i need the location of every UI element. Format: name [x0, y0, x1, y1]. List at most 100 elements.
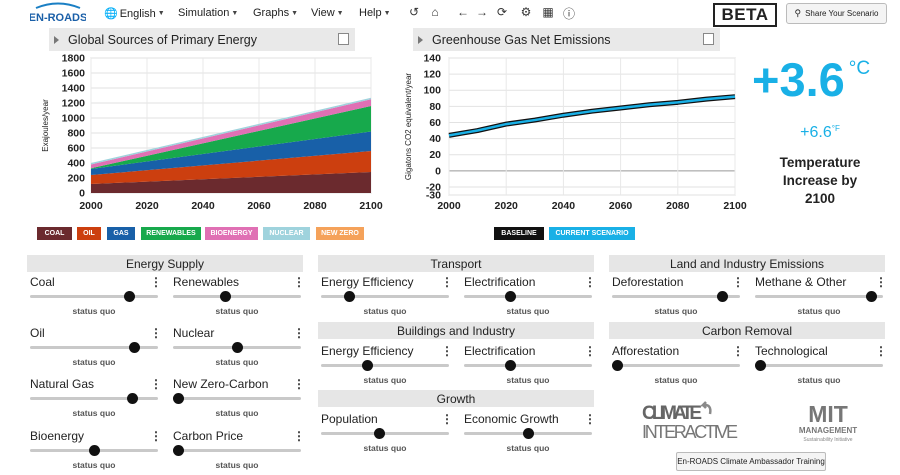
slider-track[interactable] — [464, 295, 592, 298]
more-options-icon[interactable]: ⋮ — [293, 377, 305, 391]
slider-afforestation[interactable]: Afforestation ⋮ status quo — [612, 344, 744, 385]
legend-renewables[interactable]: RENEWABLES — [141, 227, 201, 240]
status-quo-label: status quo — [215, 408, 259, 418]
slider-coal[interactable]: Coal ⋮ status quo — [30, 275, 162, 316]
slider-technological[interactable]: Technological ⋮ status quo — [755, 344, 887, 385]
slider-new-zero-carbon[interactable]: New Zero-Carbon ⋮ status quo — [173, 377, 305, 418]
slider-handle[interactable] — [612, 360, 623, 371]
slider-track[interactable] — [321, 295, 449, 298]
undo-icon[interactable]: ↺ — [408, 5, 420, 19]
more-options-icon[interactable]: ⋮ — [441, 412, 453, 426]
more-options-icon[interactable]: ⋮ — [584, 275, 596, 289]
slider-handle[interactable] — [220, 291, 231, 302]
more-options-icon[interactable]: ⋮ — [150, 275, 162, 289]
legend-coal[interactable]: COAL — [37, 227, 72, 240]
more-options-icon[interactable]: ⋮ — [875, 275, 887, 289]
slider-b-electrification[interactable]: Electrification ⋮ status quo — [464, 344, 596, 385]
slider-population[interactable]: Population ⋮ status quo — [321, 412, 453, 453]
more-options-icon[interactable]: ⋮ — [293, 429, 305, 443]
slider-track[interactable] — [30, 295, 158, 298]
more-options-icon[interactable]: ⋮ — [584, 412, 596, 426]
menu-language[interactable]: 🌐 English ▼ — [104, 7, 165, 21]
menu-view[interactable]: View ▼ — [311, 7, 344, 19]
menu-graphs[interactable]: Graphs ▼ — [253, 7, 298, 19]
slider-track[interactable] — [173, 295, 301, 298]
more-options-icon[interactable]: ⋮ — [441, 344, 453, 358]
legend-oil[interactable]: OIL — [77, 227, 101, 240]
slider-handle[interactable] — [173, 393, 184, 404]
more-options-icon[interactable]: ⋮ — [150, 377, 162, 391]
forward-icon[interactable]: → — [476, 5, 488, 19]
slider-track[interactable] — [173, 397, 301, 400]
home-icon[interactable]: ⌂ — [431, 5, 439, 19]
copy-icon[interactable] — [335, 33, 349, 48]
table-icon[interactable]: ▦ — [542, 5, 554, 19]
legend-nuclear[interactable]: NUCLEAR — [263, 227, 310, 240]
slider-handle[interactable] — [505, 360, 516, 371]
more-options-icon[interactable]: ⋮ — [875, 344, 887, 358]
slider-handle[interactable] — [523, 428, 534, 439]
copy-icon[interactable] — [700, 33, 714, 48]
energy-graph-header[interactable]: Global Sources of Primary Energy — [49, 28, 355, 51]
slider-handle[interactable] — [344, 291, 355, 302]
slider-oil[interactable]: Oil ⋮ status quo — [30, 326, 162, 367]
slider-handle[interactable] — [127, 393, 138, 404]
slider-handle[interactable] — [129, 342, 140, 353]
slider-bioenergy[interactable]: Bioenergy ⋮ status quo — [30, 429, 162, 470]
emissions-graph-header[interactable]: Greenhouse Gas Net Emissions — [413, 28, 720, 51]
legend-bioenergy[interactable]: BIOENERGY — [205, 227, 258, 240]
slider-track[interactable] — [30, 397, 158, 400]
slider-economic-growth[interactable]: Economic Growth ⋮ status quo — [464, 412, 596, 453]
ambassador-training-button[interactable]: En-ROADS Climate Ambassador Training — [676, 452, 826, 471]
slider-track[interactable] — [612, 295, 740, 298]
more-options-icon[interactable]: ⋮ — [150, 429, 162, 443]
more-options-icon[interactable]: ⋮ — [732, 275, 744, 289]
slider-deforestation[interactable]: Deforestation ⋮ status quo — [612, 275, 744, 316]
slider-handle[interactable] — [374, 428, 385, 439]
slider-b-efficiency[interactable]: Energy Efficiency ⋮ status quo — [321, 344, 453, 385]
slider-handle[interactable] — [124, 291, 135, 302]
refresh-icon[interactable]: ⟳ — [496, 5, 508, 19]
slider-handle[interactable] — [89, 445, 100, 456]
info-icon[interactable]: ⓘ — [562, 7, 575, 21]
more-options-icon[interactable]: ⋮ — [293, 326, 305, 340]
slider-track[interactable] — [612, 364, 740, 367]
menu-help[interactable]: Help ▼ — [359, 7, 391, 19]
slider-track[interactable] — [755, 364, 883, 367]
section-buildings-industry: Buildings and Industry — [318, 322, 594, 339]
more-options-icon[interactable]: ⋮ — [441, 275, 453, 289]
slider-track[interactable] — [755, 295, 883, 298]
slider-track[interactable] — [30, 346, 158, 349]
slider-nuclear[interactable]: Nuclear ⋮ status quo — [173, 326, 305, 367]
slider-t-efficiency[interactable]: Energy Efficiency ⋮ status quo — [321, 275, 453, 316]
slider-methane[interactable]: Methane & Other ⋮ status quo — [755, 275, 887, 316]
more-options-icon[interactable]: ⋮ — [732, 344, 744, 358]
legend-baseline[interactable]: BASELINE — [494, 227, 544, 240]
more-options-icon[interactable]: ⋮ — [293, 275, 305, 289]
more-options-icon[interactable]: ⋮ — [584, 344, 596, 358]
share-scenario-button[interactable]: ⚲ Share Your Scenario — [786, 3, 887, 24]
slider-track[interactable] — [464, 364, 592, 367]
menu-simulation[interactable]: Simulation ▼ — [178, 7, 238, 19]
slider-handle[interactable] — [505, 291, 516, 302]
slider-handle[interactable] — [232, 342, 243, 353]
slider-handle[interactable] — [866, 291, 877, 302]
settings-icon[interactable]: ⚙ — [520, 5, 532, 19]
slider-handle[interactable] — [362, 360, 373, 371]
slider-handle[interactable] — [173, 445, 184, 456]
legend-current-scenario[interactable]: CURRENT SCENARIO — [549, 227, 635, 240]
slider-handle[interactable] — [717, 291, 728, 302]
slider-t-electrification[interactable]: Electrification ⋮ status quo — [464, 275, 596, 316]
back-icon[interactable]: ← — [457, 5, 469, 19]
slider-track[interactable] — [321, 432, 449, 435]
slider-track[interactable] — [321, 364, 449, 367]
more-options-icon[interactable]: ⋮ — [150, 326, 162, 340]
slider-track[interactable] — [173, 449, 301, 452]
en-roads-logo[interactable]: EN-ROADS — [30, 2, 86, 24]
slider-natural-gas[interactable]: Natural Gas ⋮ status quo — [30, 377, 162, 418]
slider-renewables[interactable]: Renewables ⋮ status quo — [173, 275, 305, 316]
slider-carbon-price[interactable]: Carbon Price ⋮ status quo — [173, 429, 305, 470]
legend-gas[interactable]: GAS — [107, 227, 135, 240]
legend-new-zero[interactable]: NEW ZERO — [316, 227, 364, 240]
slider-handle[interactable] — [755, 360, 766, 371]
